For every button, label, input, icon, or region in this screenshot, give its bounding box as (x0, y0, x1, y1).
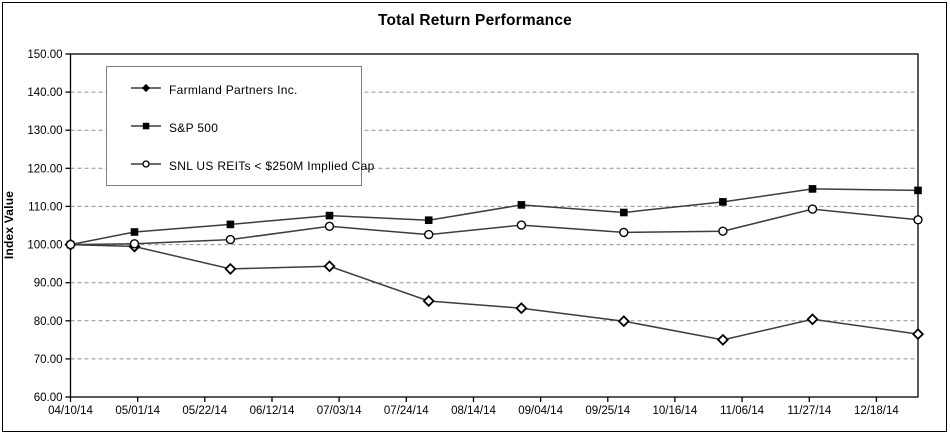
legend-label: Farmland Partners Inc. (169, 83, 298, 97)
circle-marker-icon (131, 157, 161, 175)
svg-text:07/24/14: 07/24/14 (384, 405, 429, 417)
svg-text:80.00: 80.00 (34, 316, 63, 328)
series-snl-us-reits-250m-implied-cap (65, 204, 923, 250)
svg-text:04/10/14: 04/10/14 (48, 405, 93, 417)
svg-text:05/22/14: 05/22/14 (182, 405, 227, 417)
legend-item-snl-reits: SNL US REITs < $250M Implied Cap (131, 147, 374, 185)
y-axis: 60.00 70.00 80.00 90.00 100.00 110.00 120.00 13… (27, 49, 71, 404)
plot-border (69, 53, 919, 398)
svg-text:09/04/14: 09/04/14 (518, 405, 563, 417)
svg-text:60.00: 60.00 (34, 392, 63, 404)
svg-text:120.00: 120.00 (27, 163, 62, 175)
legend-item-farmland: Farmland Partners Inc. (131, 71, 361, 109)
svg-text:10/16/14: 10/16/14 (653, 405, 698, 417)
svg-text:09/25/14: 09/25/14 (585, 405, 630, 417)
svg-text:70.00: 70.00 (34, 354, 63, 366)
svg-text:100.00: 100.00 (27, 240, 62, 252)
svg-text:130.00: 130.00 (27, 125, 62, 137)
svg-text:08/14/14: 08/14/14 (451, 405, 496, 417)
svg-text:12/18/14: 12/18/14 (854, 405, 899, 417)
series-farmland-partners-inc (64, 238, 925, 346)
legend: Farmland Partners Inc. S&P 500 SNL US RE… (106, 66, 374, 186)
y-axis-title: Index Value (2, 190, 16, 260)
svg-text:90.00: 90.00 (34, 278, 63, 290)
svg-text:140.00: 140.00 (27, 87, 62, 99)
svg-text:11/06/14: 11/06/14 (720, 405, 765, 417)
svg-text:07/03/14: 07/03/14 (317, 405, 362, 417)
svg-text:05/01/14: 05/01/14 (115, 405, 160, 417)
svg-text:110.00: 110.00 (28, 201, 62, 213)
chart-title: Total Return Performance (378, 12, 572, 29)
legend-label: S&P 500 (169, 121, 219, 135)
legend-item-sp500: S&P 500 (131, 109, 361, 147)
square-marker-icon (131, 119, 161, 137)
x-axis: 04/10/14 05/01/14 05/22/14 06/12/14 07/03/14… (48, 397, 899, 417)
svg-text:06/12/14: 06/12/14 (250, 405, 295, 417)
legend-label: SNL US REITs < $250M Implied Cap (169, 159, 375, 173)
diamond-marker-icon (131, 81, 161, 99)
svg-text:150.00: 150.00 (27, 49, 62, 61)
series-s-p-500 (66, 185, 922, 249)
svg-text:11/27/14: 11/27/14 (787, 405, 832, 417)
